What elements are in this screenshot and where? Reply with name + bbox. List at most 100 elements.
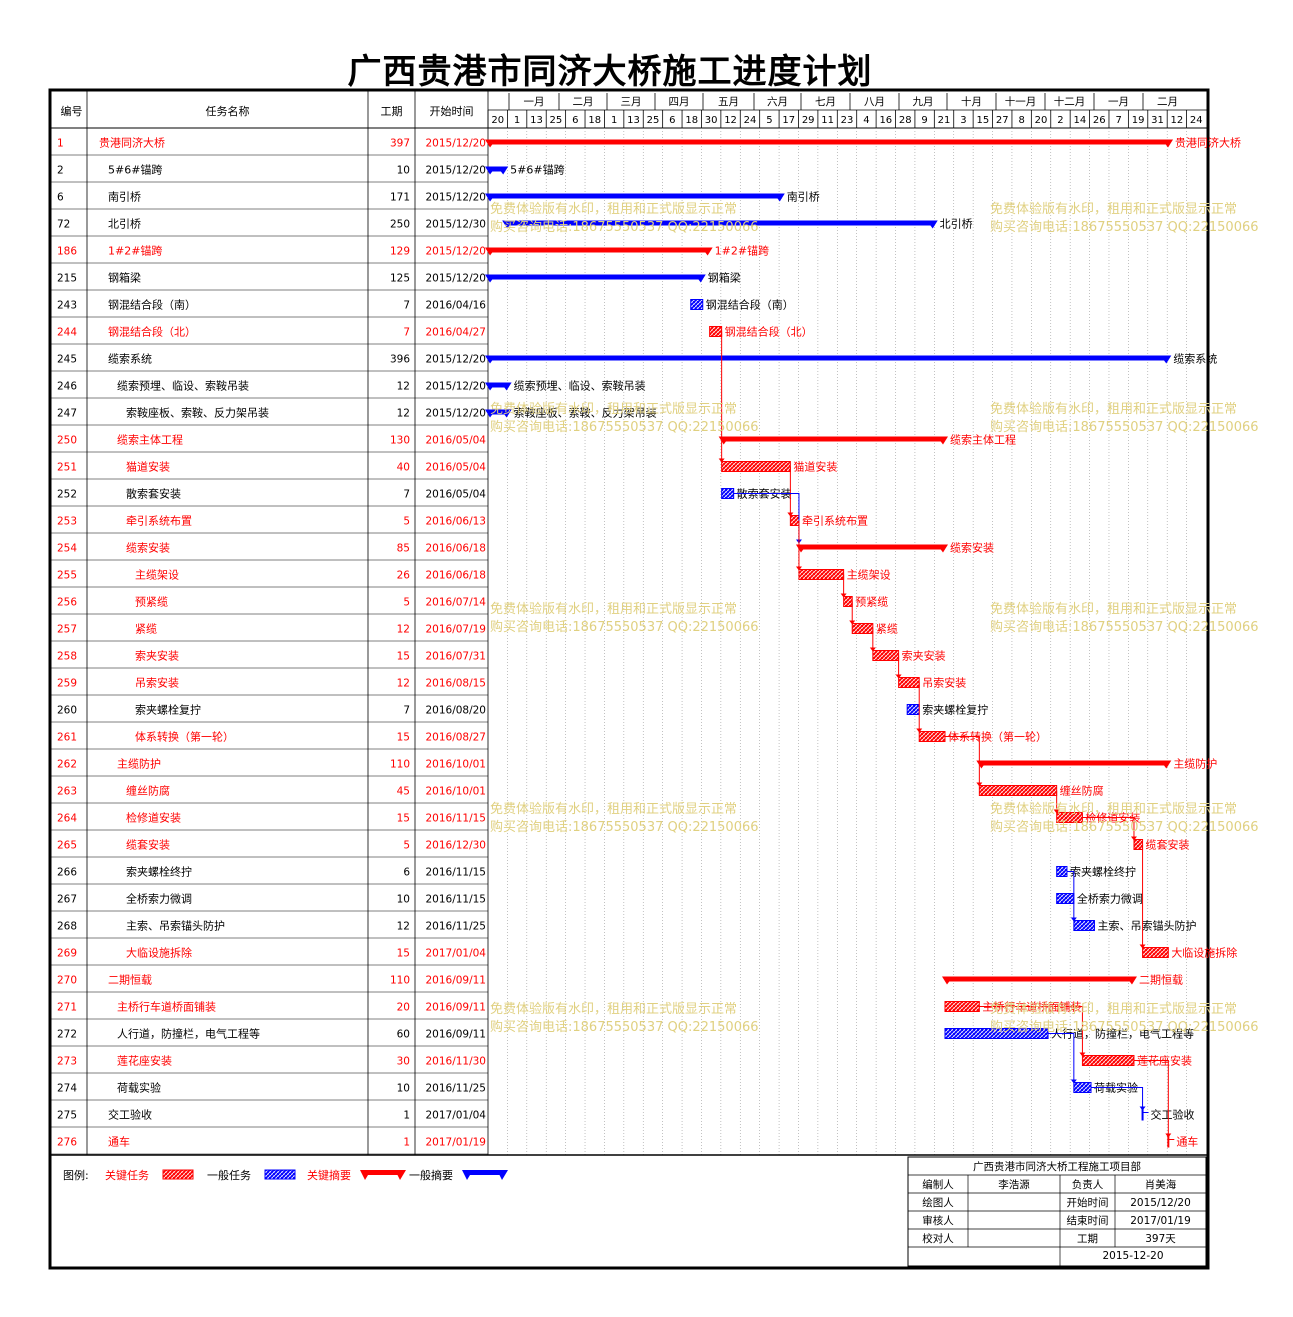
day-label: 14	[1073, 115, 1086, 126]
watermark-line2: 购买咨询电话:18675550537 QQ:22150066	[990, 419, 1259, 435]
bar-label: 索夹安装	[902, 649, 946, 663]
task-name: 检修道安装	[126, 811, 181, 825]
dependency-arrow	[1165, 1133, 1172, 1138]
task-name: 体系转换（第一轮）	[135, 730, 234, 744]
day-label: 29	[802, 115, 815, 126]
task-start: 2016/05/04	[425, 462, 486, 474]
task-duration: 15	[397, 732, 410, 744]
day-label: 6	[669, 115, 675, 126]
summary-bar	[721, 436, 945, 442]
task-duration: 1	[403, 1110, 410, 1122]
legend-critical-task-label: 关键任务	[105, 1168, 149, 1182]
summary-bar	[488, 409, 509, 415]
task-bar	[872, 650, 900, 661]
task-name: 索鞍座板、索鞍、反力架吊装	[126, 406, 269, 420]
task-name: 散索套安装	[126, 487, 181, 501]
dependency-link	[979, 1006, 1083, 1055]
task-duration: 15	[397, 651, 410, 663]
watermark-line2: 购买咨询电话:18675550537 QQ:22150066	[490, 419, 759, 435]
task-id: 264	[57, 813, 77, 825]
day-label: 25	[647, 115, 660, 126]
day-label: 12	[1171, 115, 1184, 126]
month-label: 八月	[864, 96, 885, 108]
task-name: 索夹安装	[135, 649, 179, 663]
task-id: 262	[57, 759, 77, 771]
summary-bar	[488, 193, 782, 199]
task-start: 2016/05/04	[425, 435, 486, 447]
bar-label: 钢混结合段（南）	[706, 298, 794, 312]
task-id: 276	[57, 1137, 77, 1149]
dependency-link	[944, 736, 980, 785]
task-id: 251	[57, 462, 77, 474]
task-start: 2016/09/11	[425, 975, 486, 987]
info-cell: 负责人	[1072, 1178, 1104, 1191]
day-label: 20	[1035, 115, 1048, 126]
task-name: 南引桥	[108, 190, 141, 204]
summary-bar	[488, 247, 710, 253]
dependency-link	[1066, 871, 1075, 920]
task-bar	[721, 488, 735, 499]
task-duration: 12	[397, 381, 410, 393]
summary-end-cap	[1160, 760, 1172, 769]
task-start: 2016/11/15	[425, 867, 486, 879]
task-bar	[918, 731, 946, 742]
task-bar	[1142, 947, 1169, 958]
task-start: 2016/11/15	[425, 894, 486, 906]
task-bar	[1056, 893, 1075, 904]
bar-label: 索夹螺栓终拧	[1070, 865, 1136, 879]
info-cell: 2015/12/20	[1130, 1197, 1191, 1209]
info-cell: 编制人	[922, 1178, 954, 1191]
task-start: 2016/07/19	[425, 624, 486, 636]
header-id: 编号	[61, 104, 83, 118]
summary-start-cap	[485, 274, 496, 283]
month-label: 二月	[573, 96, 594, 108]
bar-label: 人行道，防撞栏，电气工程等	[1051, 1027, 1194, 1041]
task-id: 274	[57, 1083, 77, 1095]
task-id: 270	[57, 975, 77, 987]
task-start: 2016/08/20	[425, 705, 486, 717]
day-label: 4	[863, 115, 869, 126]
watermark-line1: 免费体验版有水印，租用和正式版显示正常	[490, 601, 737, 617]
info-cell: 李浩源	[998, 1178, 1030, 1191]
watermark-line2: 购买咨询电话:18675550537 QQ:22150066	[990, 219, 1259, 235]
bar-label: 吊索安装	[922, 676, 966, 690]
task-id: 272	[57, 1029, 77, 1041]
watermark-line1: 免费体验版有水印，租用和正式版显示正常	[990, 601, 1237, 617]
task-start: 2016/08/15	[425, 678, 486, 690]
day-label: 18	[588, 115, 601, 126]
task-name: 主索、吊索锚头防护	[126, 919, 225, 933]
task-name: 缆索安装	[126, 541, 170, 555]
summary-start-cap	[941, 976, 953, 985]
task-start: 2015/12/20	[425, 273, 486, 285]
task-name: 人行道，防撞栏，电气工程等	[117, 1027, 260, 1041]
task-bar	[843, 596, 853, 607]
legend-normal-task-label: 一般任务	[207, 1169, 251, 1182]
month-label: 四月	[669, 96, 690, 108]
task-start: 2016/09/11	[425, 1002, 486, 1014]
watermark-line2: 购买咨询电话:18675550537 QQ:22150066	[990, 819, 1259, 835]
task-duration: 10	[397, 1083, 410, 1095]
task-id: 245	[57, 354, 77, 366]
summary-start-cap	[502, 220, 514, 229]
bar-label: 索夹螺栓复拧	[922, 703, 988, 717]
task-name: 贵港同济大桥	[99, 136, 165, 150]
task-bar	[851, 623, 874, 634]
dependency-arrow	[795, 566, 802, 571]
legend-normal-summary-cap	[497, 1170, 508, 1180]
legend-critical-summary-cap	[360, 1170, 371, 1180]
task-name: 全桥索力微调	[126, 892, 192, 906]
day-label: 23	[841, 115, 854, 126]
watermark-line1: 免费体验版有水印，租用和正式版显示正常	[990, 801, 1237, 817]
summary-end-cap	[701, 247, 713, 256]
bar-label: 预紧缆	[855, 596, 888, 609]
task-duration: 15	[397, 948, 410, 960]
watermark-line1: 免费体验版有水印，租用和正式版显示正常	[490, 1001, 737, 1017]
task-start: 2017/01/04	[425, 948, 486, 960]
summary-bar	[979, 760, 1169, 766]
summary-bar	[488, 139, 1171, 145]
task-id: 269	[57, 948, 77, 960]
watermark-line1: 免费体验版有水印，租用和正式版显示正常	[490, 401, 737, 417]
info-cell: 结束时间	[1067, 1214, 1109, 1227]
month-label: 十月	[961, 95, 982, 108]
